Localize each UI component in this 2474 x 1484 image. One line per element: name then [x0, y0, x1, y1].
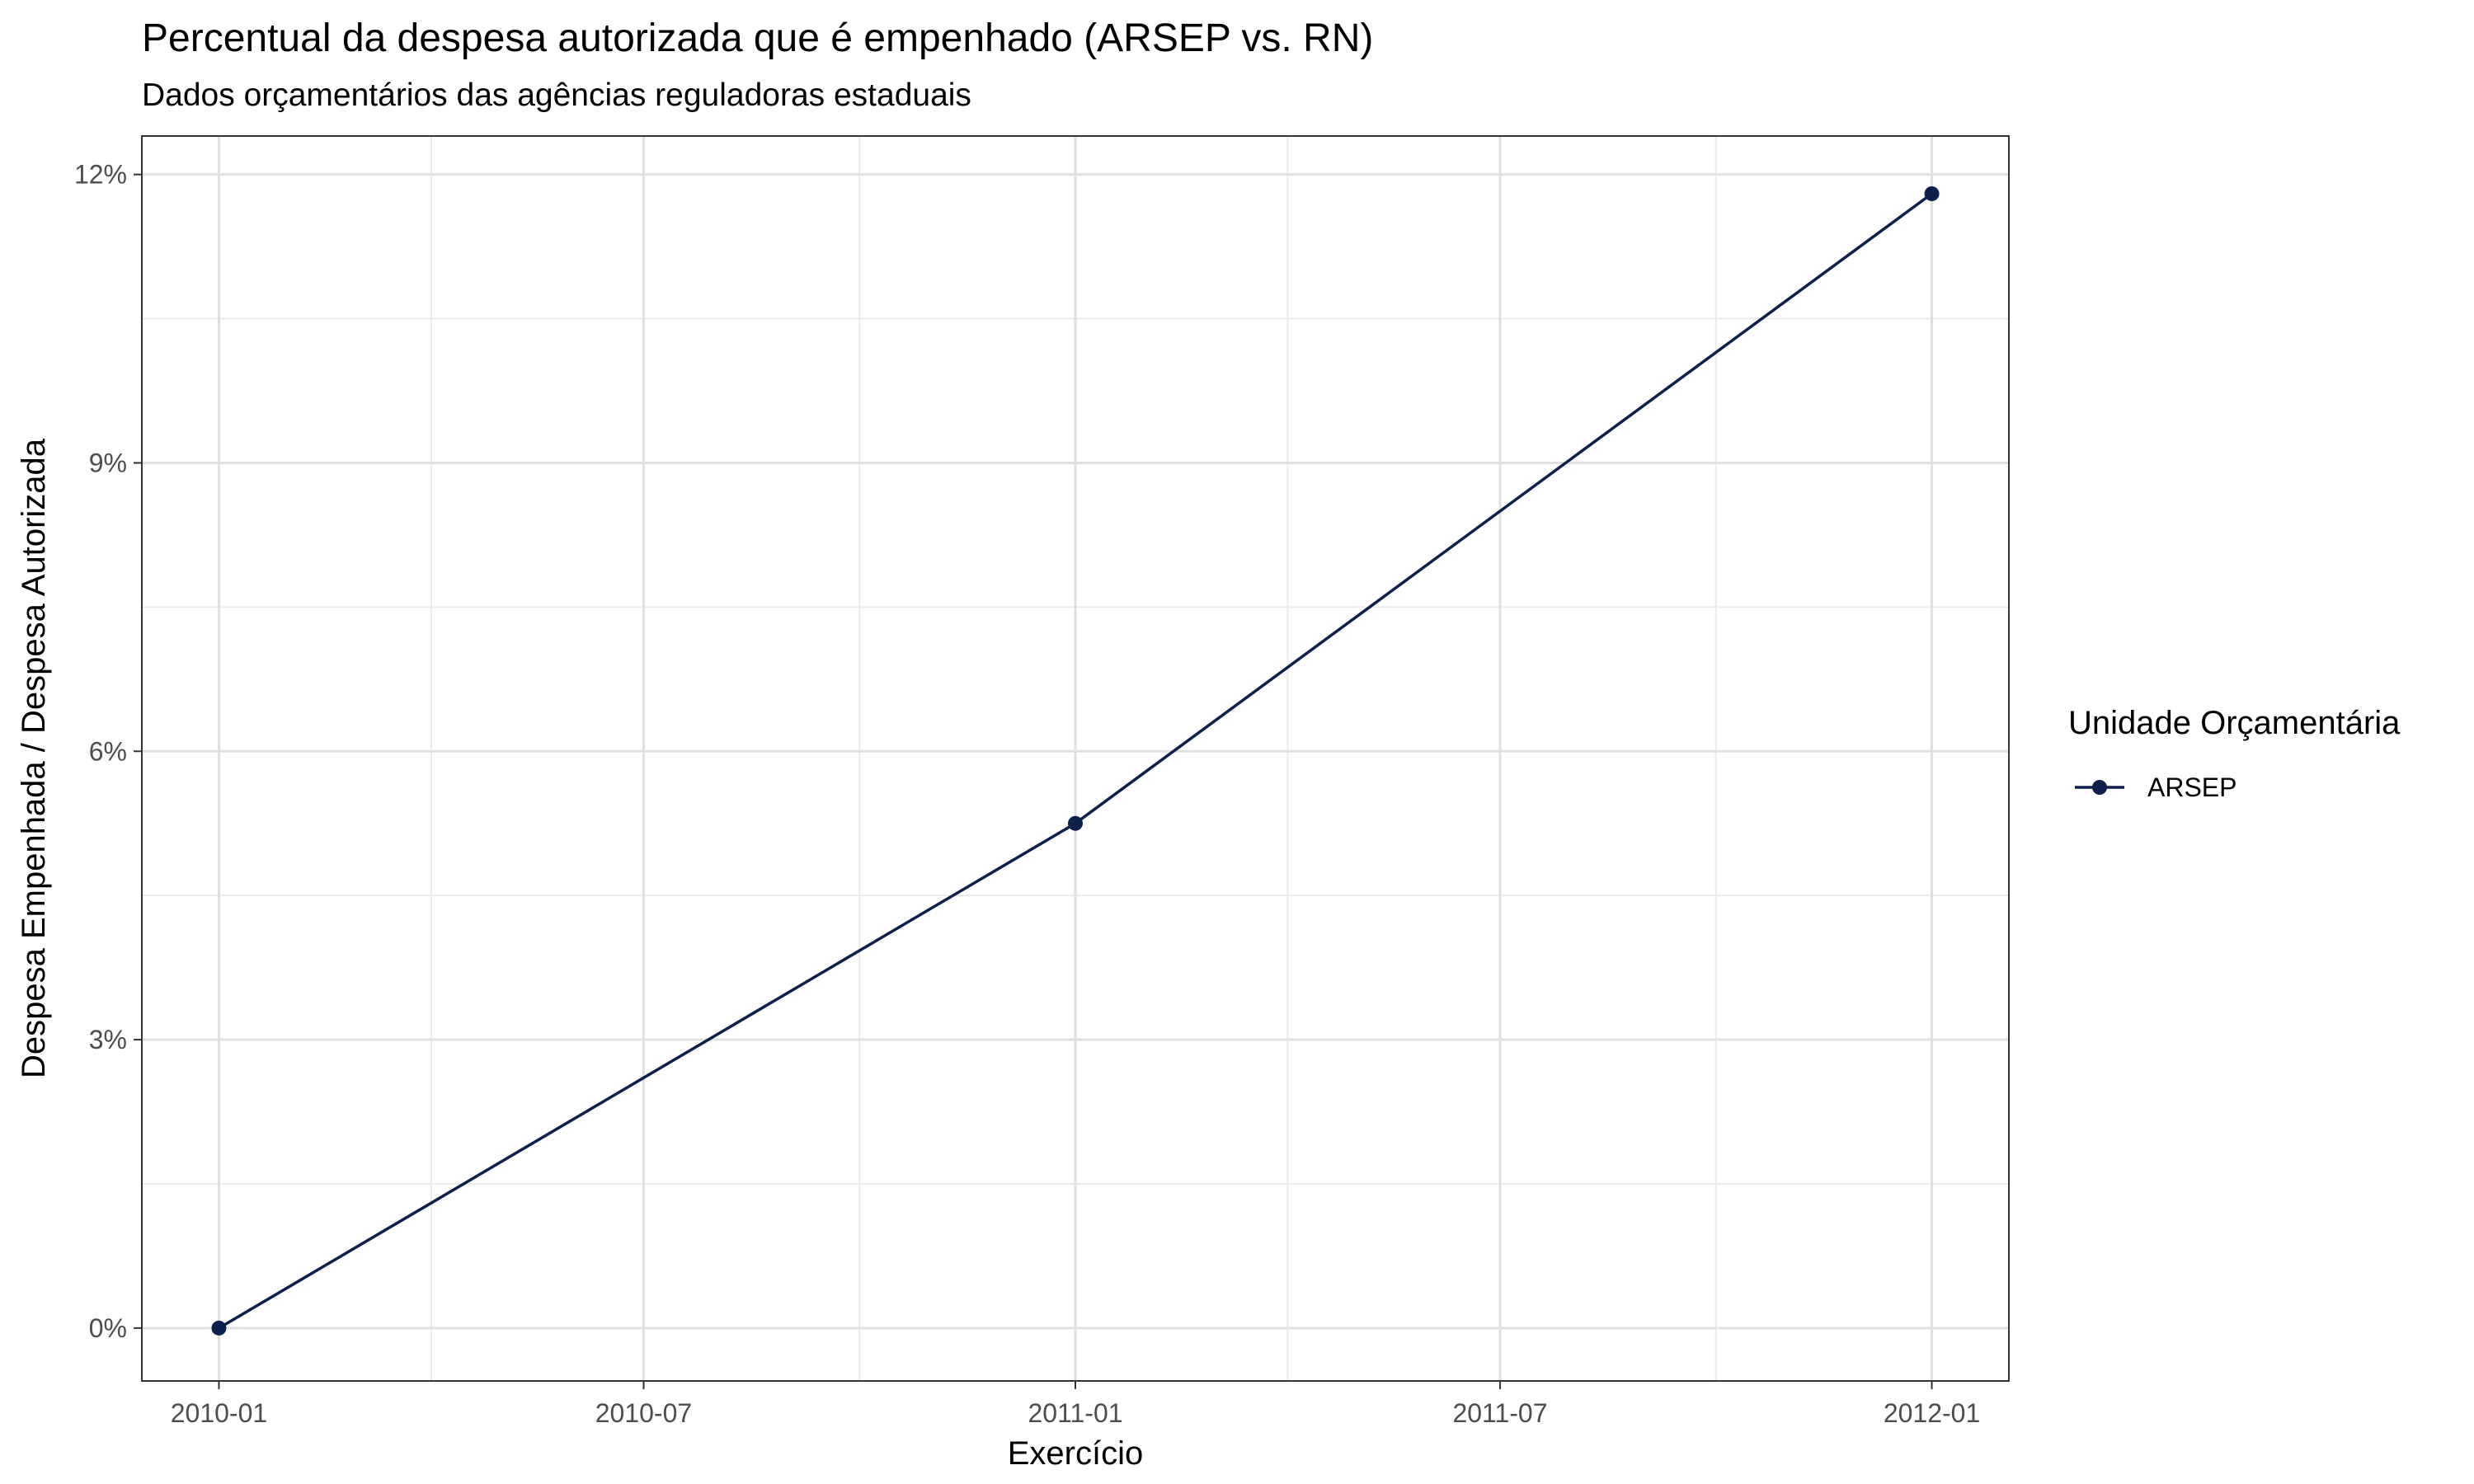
- series-layer: [211, 186, 1940, 1336]
- data-point: [211, 1320, 227, 1336]
- legend: Unidade Orçamentária ARSEP: [2068, 705, 2401, 802]
- x-tick-label: 2012-01: [1884, 1398, 1980, 1428]
- legend-items: ARSEP: [2075, 773, 2236, 802]
- chart-title: Percentual da despesa autorizada que é e…: [142, 16, 1373, 60]
- legend-title: Unidade Orçamentária: [2068, 705, 2401, 741]
- x-axis: 2010-01 2010-07 2011-01 2011-07 2012-01: [171, 1381, 1980, 1428]
- y-tick-label: 9%: [89, 448, 127, 477]
- y-tick-label: 0%: [89, 1313, 127, 1343]
- x-tick-label: 2010-07: [595, 1398, 692, 1428]
- x-tick-label: 2011-01: [1028, 1398, 1122, 1428]
- y-axis-title: Despesa Empenhada / Despesa Autorizada: [16, 438, 52, 1078]
- y-tick-label: 12%: [74, 160, 127, 190]
- plot-panel: [141, 135, 2010, 1382]
- y-tick-label: 6%: [89, 736, 127, 766]
- x-tick-label: 2010-01: [171, 1398, 267, 1428]
- x-tick-label: 2011-07: [1452, 1398, 1547, 1428]
- data-point: [1068, 815, 1083, 831]
- legend-label: ARSEP: [2147, 773, 2236, 802]
- chart-subtitle: Dados orçamentários das agências regulad…: [142, 77, 971, 113]
- y-axis: 0% 3% 6% 9% 12%: [74, 160, 142, 1343]
- x-axis-title: Exercício: [1008, 1435, 1144, 1472]
- data-point: [1924, 186, 1940, 201]
- legend-key-point: [2092, 780, 2107, 795]
- y-tick-label: 3%: [89, 1025, 127, 1054]
- major-gridlines: [142, 136, 2009, 1381]
